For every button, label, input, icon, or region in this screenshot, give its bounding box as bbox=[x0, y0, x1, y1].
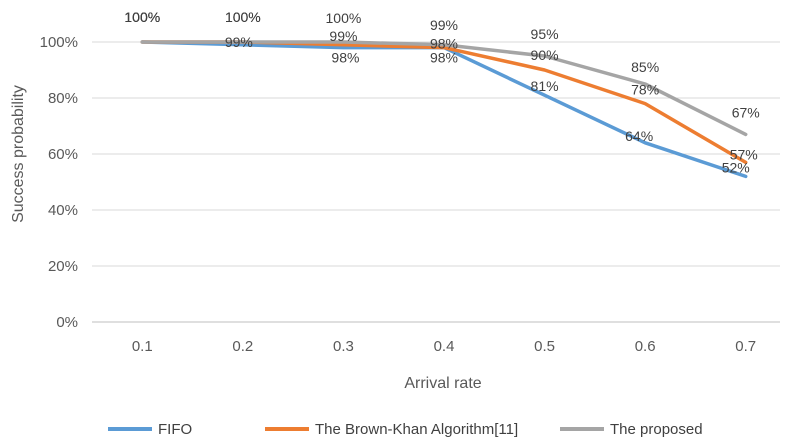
y-tick-label: 40% bbox=[48, 202, 78, 219]
legend-label: The Brown-Khan Algorithm[11] bbox=[315, 421, 518, 438]
x-tick-label: 0.4 bbox=[434, 338, 455, 355]
data-label: 78% bbox=[631, 82, 659, 98]
y-axis-ticks: 0% 20% 40% 60% 80% 100% bbox=[40, 34, 78, 331]
data-label: 57% bbox=[730, 146, 758, 162]
data-labels: 100%99%98% 98%81%64%52%100% 100%99% 98%90%7… bbox=[124, 9, 759, 175]
data-label: 99% bbox=[430, 17, 458, 33]
y-tick-label: 80% bbox=[48, 90, 78, 107]
x-tick-label: 0.5 bbox=[534, 338, 555, 355]
data-label: 52% bbox=[722, 159, 750, 175]
x-tick-label: 0.6 bbox=[635, 338, 656, 355]
legend-label: FIFO bbox=[158, 421, 192, 438]
x-tick-label: 0.2 bbox=[232, 338, 253, 355]
data-label: 67% bbox=[732, 104, 760, 120]
data-label: 98% bbox=[331, 50, 359, 66]
data-label: 99% bbox=[225, 34, 253, 50]
data-label: 98% bbox=[430, 50, 458, 66]
x-axis-title: Arrival rate bbox=[404, 375, 481, 392]
y-tick-label: 20% bbox=[48, 258, 78, 275]
data-label: 100% bbox=[225, 9, 261, 25]
data-label: 100% bbox=[124, 9, 160, 25]
data-label: 100% bbox=[326, 10, 362, 26]
legend-label: The proposed bbox=[610, 421, 703, 438]
data-label: 100% bbox=[225, 9, 261, 25]
series-lines bbox=[140, 40, 748, 179]
y-axis-title: Success probability bbox=[10, 85, 27, 223]
data-label: 100% bbox=[124, 9, 160, 25]
data-label: 90% bbox=[531, 47, 559, 63]
y-tick-label: 0% bbox=[56, 314, 78, 331]
x-tick-label: 0.3 bbox=[333, 338, 354, 355]
data-label: 100% bbox=[124, 9, 160, 25]
data-label: 99% bbox=[329, 28, 357, 44]
data-label: 85% bbox=[631, 59, 659, 75]
data-label: 95% bbox=[531, 26, 559, 42]
x-tick-label: 0.1 bbox=[132, 338, 153, 355]
legend: FIFO The Brown-Khan Algorithm[11] The prop… bbox=[108, 421, 703, 438]
series-line-the-proposed bbox=[140, 40, 748, 137]
gridlines bbox=[92, 41, 780, 323]
x-axis-ticks: 0.1 0.2 0.3 0.4 0.5 0.6 0.7 bbox=[132, 338, 756, 355]
y-tick-label: 100% bbox=[40, 34, 78, 51]
y-tick-label: 60% bbox=[48, 146, 78, 163]
x-tick-label: 0.7 bbox=[735, 338, 756, 355]
data-label: 64% bbox=[625, 128, 653, 144]
data-label: 81% bbox=[531, 78, 559, 94]
data-label: 98% bbox=[430, 36, 458, 52]
